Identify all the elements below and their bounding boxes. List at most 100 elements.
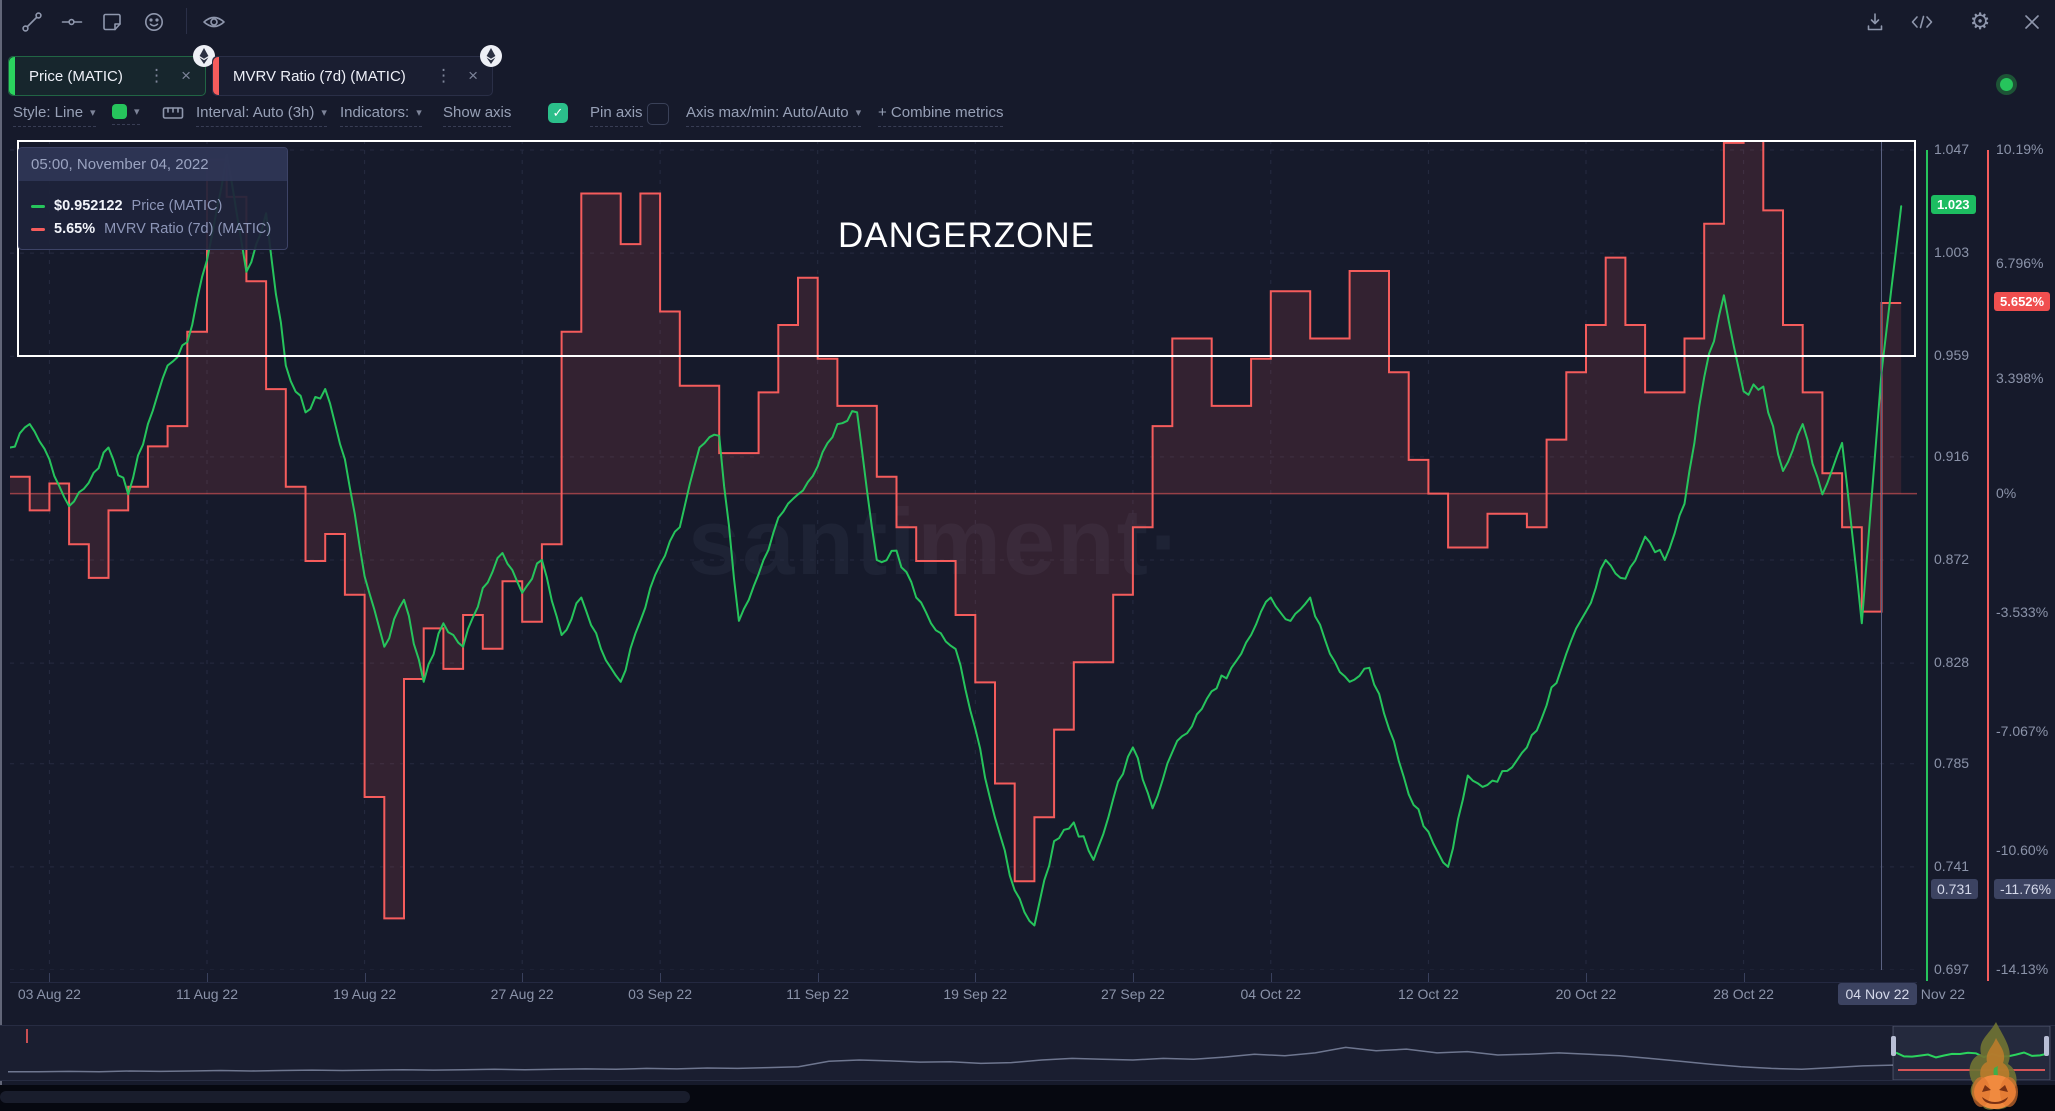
date-tickmark — [1428, 973, 1430, 982]
eye-icon — [203, 16, 225, 28]
pin-axis-toggle-label[interactable]: Pin axis — [590, 104, 643, 127]
indicators-selector[interactable]: Indicators: ▾ — [340, 104, 422, 127]
pin-axis-checkbox[interactable] — [647, 103, 669, 125]
chevron-down-icon: ▾ — [90, 106, 96, 119]
date-axis-tick: 04 Oct 22 — [1240, 986, 1302, 1002]
date-tickmark — [364, 973, 366, 982]
pct-axis-tick: -7.067% — [1996, 722, 2049, 739]
show-axis-checkbox[interactable]: ✓ — [548, 103, 568, 123]
horizontal-line-icon — [61, 18, 83, 26]
pct-last-value-badge: 5.652% — [1994, 292, 2051, 311]
live-status-dot — [2000, 78, 2013, 91]
date-tickmark — [817, 973, 819, 982]
series-color-selector[interactable]: ▾ — [112, 104, 140, 125]
price-axis-tick: 0.872 — [1934, 551, 1970, 567]
tab-price-matic[interactable]: Price (MATIC) ⋮ × — [8, 45, 215, 96]
show-axis-toggle-label[interactable]: Show axis — [443, 104, 512, 127]
combine-metrics-label: + Combine metrics — [878, 104, 1004, 121]
interval-selector[interactable]: Interval: Auto (3h) ▾ — [196, 104, 327, 127]
emoji-tool-button[interactable] — [140, 8, 168, 36]
close-chart-button[interactable] — [2018, 8, 2046, 36]
note-tool-button[interactable] — [98, 8, 126, 36]
embed-code-button[interactable] — [1908, 8, 1936, 36]
price-axis-tick: 0.741 — [1934, 857, 1970, 874]
chart-canvas[interactable] — [10, 140, 1917, 970]
tab-mvrv-ratio-matic[interactable]: MVRV Ratio (7d) (MATIC) ⋮ × — [212, 45, 502, 96]
date-axis-tick: 11 Sep 22 — [786, 986, 850, 1002]
date-axis-tick: 27 Aug 22 — [490, 986, 554, 1002]
date-tickmark — [1132, 973, 1134, 982]
axis-maxmin-selector[interactable]: Axis max/min: Auto/Auto ▾ — [686, 104, 862, 127]
tab-label: MVRV Ratio (7d) (MATIC) — [233, 67, 406, 85]
settings-icon: ⚙ — [1969, 8, 1991, 35]
pct-axis-line — [1987, 150, 1989, 981]
price-axis-tick: 0.828 — [1934, 654, 1970, 671]
measure-tool-button[interactable] — [162, 104, 184, 124]
pct-axis-tick: -3.533% — [1996, 603, 2049, 620]
date-axis-tick: 03 Sep 22 — [628, 986, 693, 1002]
combine-metrics-button[interactable]: + Combine metrics — [878, 104, 1004, 127]
pct-crosshair-badge: -11.76% — [1994, 879, 2055, 900]
minimap-left-handle[interactable] — [1891, 1036, 1896, 1056]
embed-code-icon — [1911, 15, 1933, 29]
color-swatch — [112, 104, 127, 119]
price-last-value-badge: 1.023 — [1931, 195, 1976, 215]
download-button[interactable] — [1861, 8, 1889, 36]
date-tickmark — [975, 973, 977, 982]
toolbar-divider — [186, 8, 187, 34]
minimap-canvas[interactable] — [0, 1025, 2055, 1081]
date-tickmark — [1270, 973, 1272, 982]
tab-menu-icon[interactable]: ⋮ — [148, 66, 166, 86]
tab-menu-icon[interactable]: ⋮ — [435, 66, 453, 86]
price-axis-tick: 1.047 — [1934, 141, 1970, 157]
visibility-button[interactable] — [200, 8, 228, 36]
date-axis-tick: 03 Aug 22 — [17, 986, 81, 1002]
price-axis-line — [1926, 150, 1928, 981]
style-selector[interactable]: Style: Line ▾ — [13, 104, 96, 127]
tab-label: Price (MATIC) — [29, 67, 123, 85]
close-icon — [2025, 15, 2039, 29]
date-axis-tick: 12 Oct 22 — [1398, 986, 1459, 1002]
date-tickmark — [1743, 973, 1745, 982]
pct-axis-tick: -14.13% — [1996, 961, 2049, 977]
horizontal-scrollbar-thumb[interactable] — [0, 1091, 690, 1103]
checkmark-icon: ✓ — [552, 105, 564, 121]
date-axis-tick: 19 Aug 22 — [333, 986, 397, 1002]
trend-line-tool-button[interactable] — [18, 8, 46, 36]
pct-axis-tick: 6.796% — [1996, 255, 2044, 272]
tab-close-icon[interactable]: × — [181, 66, 191, 85]
settings-button[interactable]: ⚙ — [1966, 8, 1994, 36]
pct-axis-tick: 3.398% — [1996, 370, 2044, 386]
chevron-down-icon: ▾ — [855, 106, 862, 119]
date-axis-tick-partial: 05 Nov 22 — [1901, 986, 1966, 1002]
window-edge — [0, 0, 2, 1111]
minimap-right-handle[interactable] — [2044, 1036, 2049, 1056]
ethereum-badge-icon — [480, 45, 502, 67]
tab-close-icon[interactable]: × — [468, 66, 478, 85]
indicators-selector-label: Indicators: — [340, 104, 410, 121]
date-tickmark — [522, 973, 524, 982]
ethereum-badge-icon — [193, 45, 215, 67]
horizontal-line-tool-button[interactable] — [58, 8, 86, 36]
interval-selector-label: Interval: Auto (3h) — [196, 104, 315, 121]
date-tickmark — [49, 973, 51, 982]
show-axis-text: Show axis — [443, 104, 512, 121]
date-axis-tick: 11 Aug 22 — [175, 986, 239, 1002]
price-crosshair-badge: 0.731 — [1931, 879, 1979, 900]
trend-line-icon — [22, 12, 42, 32]
pin-axis-text: Pin axis — [590, 104, 643, 121]
date-axis-tick: 20 Oct 22 — [1555, 986, 1617, 1002]
ruler-icon — [162, 107, 184, 119]
emoji-icon — [145, 13, 163, 31]
timeline-minimap[interactable] — [0, 1025, 2055, 1081]
date-tickmark — [1586, 973, 1587, 982]
date-axis-tick: 27 Sep 22 — [1100, 986, 1165, 1002]
date-axis-tick: 19 Sep 22 — [943, 986, 1008, 1002]
tab-accent-bar — [9, 57, 15, 95]
note-icon — [103, 13, 121, 31]
style-selector-label: Style: Line — [13, 104, 84, 121]
price-axis-tick: 0.916 — [1934, 447, 1970, 464]
pct-axis-tick: -10.60% — [1996, 841, 2049, 858]
price-axis-tick: 0.697 — [1934, 961, 1970, 977]
